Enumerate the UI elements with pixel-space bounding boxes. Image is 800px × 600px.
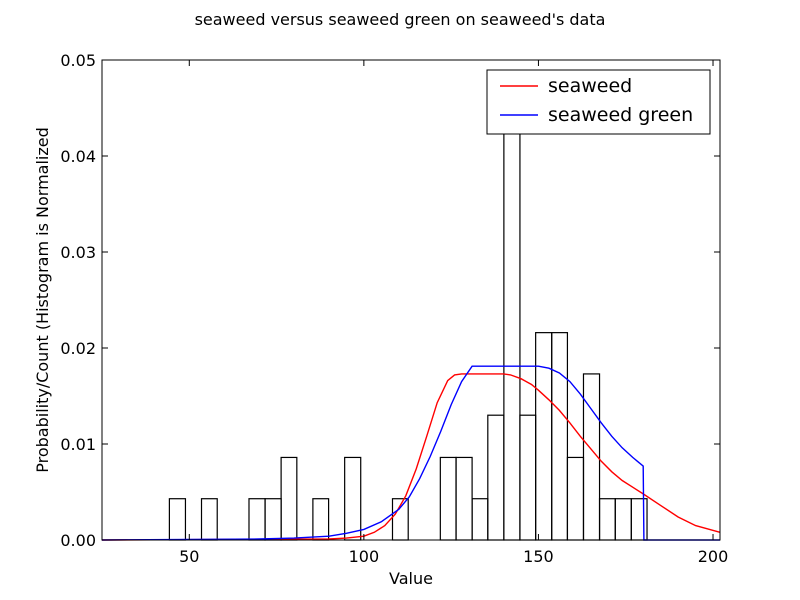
y-tick-label: 0.00 <box>60 531 96 550</box>
chart-title: seaweed versus seaweed green on seaweed'… <box>195 10 606 29</box>
x-axis-ticks: 50 100 150 200 <box>179 60 728 566</box>
histogram-bar <box>614 498 632 541</box>
legend-label-seaweed: seaweed <box>548 75 632 97</box>
histogram-bar <box>598 498 616 541</box>
series-line-seaweed <box>101 373 721 541</box>
x-tick-label: 50 <box>179 547 199 566</box>
histogram-bar <box>312 498 330 541</box>
histogram-bar <box>248 498 266 541</box>
y-tick-label: 0.03 <box>60 243 96 262</box>
histogram-bar <box>455 456 473 541</box>
histogram-bar <box>630 498 648 541</box>
histogram-bar <box>439 456 457 541</box>
histogram-bar <box>168 498 187 541</box>
y-tick-label: 0.04 <box>60 147 96 166</box>
x-tick-label: 150 <box>523 547 554 566</box>
series-lines <box>101 365 721 541</box>
histogram-bar <box>519 414 537 541</box>
histogram-bar <box>344 456 362 541</box>
y-tick-label: 0.02 <box>60 339 96 358</box>
plot-frame <box>101 59 721 541</box>
histogram-bar <box>264 498 282 541</box>
histogram-bar <box>471 498 489 541</box>
y-axis-title: Probability/Count (Histogram is Normaliz… <box>33 127 52 473</box>
histogram-bar <box>487 414 505 541</box>
histogram-bar <box>503 123 521 541</box>
x-axis-title: Value <box>389 569 433 588</box>
legend-label-seaweed-green: seaweed green <box>548 104 693 126</box>
series-line-seaweed-green <box>101 365 720 541</box>
histogram-bar <box>551 332 569 541</box>
y-tick-label: 0.05 <box>60 51 96 70</box>
y-axis-ticks: 0.00 0.01 0.02 0.03 0.04 0.05 <box>60 51 720 550</box>
legend-box <box>486 69 711 135</box>
histogram-bars <box>168 123 648 541</box>
y-tick-label: 0.01 <box>60 435 96 454</box>
histogram-bar <box>280 456 298 541</box>
histogram-bar <box>200 498 218 541</box>
x-tick-label: 200 <box>698 547 729 566</box>
histogram-bar <box>535 332 553 541</box>
legend: seaweed seaweed green <box>486 69 711 135</box>
x-tick-label: 100 <box>349 547 380 566</box>
histogram-bar <box>566 456 585 541</box>
